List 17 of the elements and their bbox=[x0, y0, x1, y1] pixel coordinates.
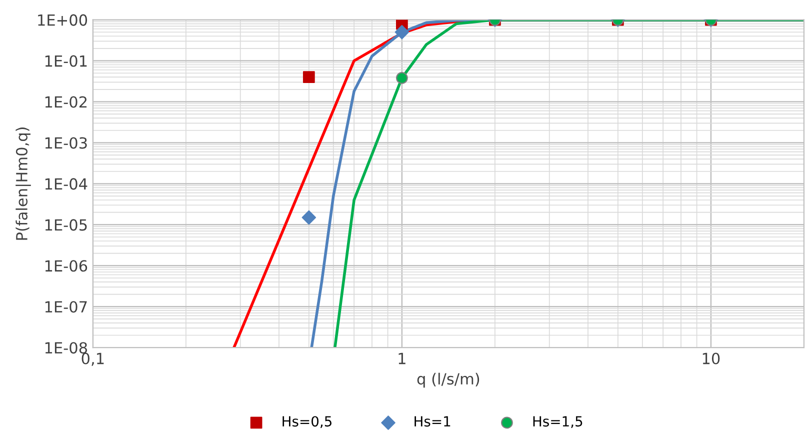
y-tick-label: 1E-03 bbox=[45, 137, 87, 149]
y-tick-label: 1E-02 bbox=[45, 96, 87, 108]
x-axis-title: q (l/s/m) bbox=[417, 372, 480, 388]
y-tick-label: 1E-04 bbox=[45, 178, 88, 190]
x-tick-label: 10 bbox=[702, 352, 720, 364]
y-axis-title: P(falen|Hm0,q) bbox=[16, 128, 31, 240]
y-tick-label: 1E-01 bbox=[45, 55, 87, 67]
y-tick-label: 1E+00 bbox=[38, 14, 88, 26]
y-tick-label: 1E-07 bbox=[45, 301, 87, 313]
y-tick-label: 1E-08 bbox=[45, 342, 88, 354]
legend-label: Hs=1 bbox=[414, 416, 450, 427]
legend-label: Hs=0,5 bbox=[282, 416, 332, 428]
y-tick-label: 1E-05 bbox=[45, 219, 87, 231]
x-tick-label: 0,1 bbox=[82, 352, 104, 366]
legend-label: Hs=1,5 bbox=[533, 416, 582, 428]
y-tick-label: 1E-06 bbox=[45, 260, 88, 272]
x-tick-label: 1 bbox=[398, 352, 406, 364]
